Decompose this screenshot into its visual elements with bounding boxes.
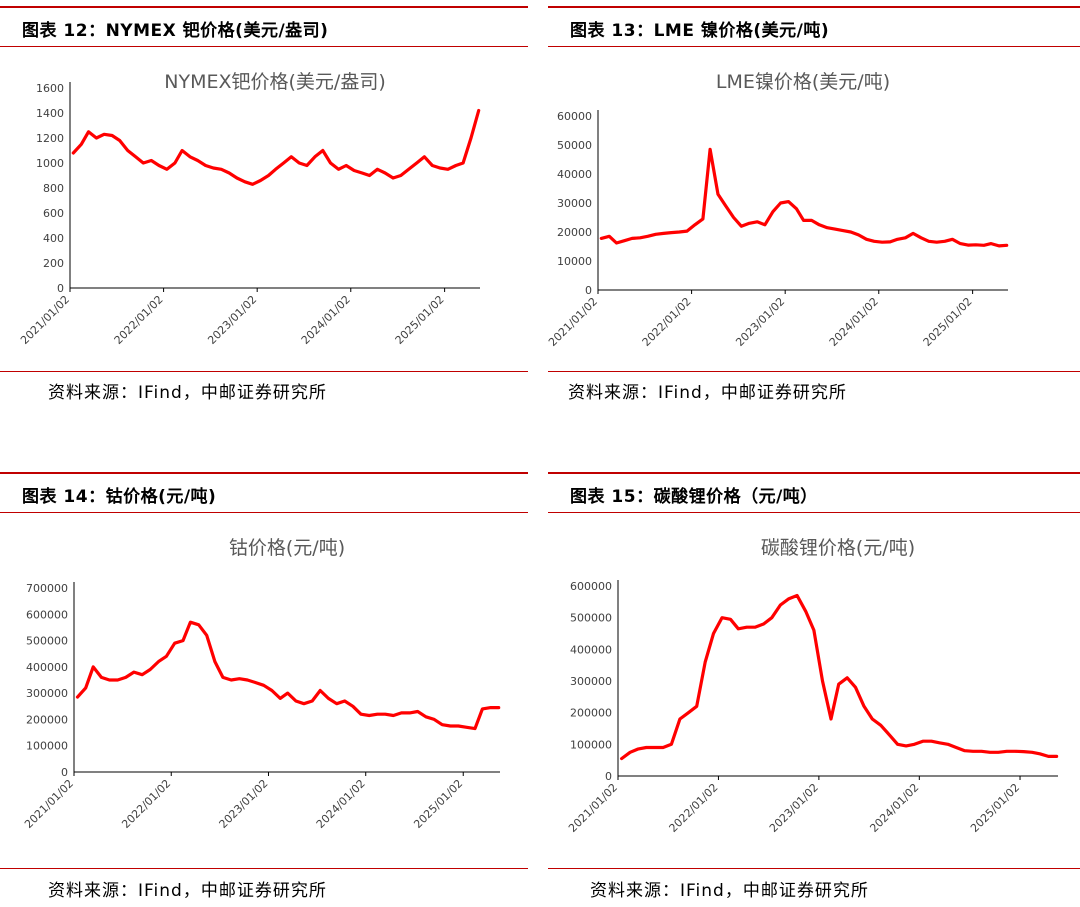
- chart-title: LME镍价格(美元/吨): [716, 71, 890, 93]
- series-line: [75, 620, 501, 731]
- y-tick-label: 300000: [570, 675, 612, 688]
- y-tick-label: 40000: [557, 168, 592, 181]
- x-tick-label: 2023/01/02: [733, 295, 787, 349]
- x-tick-label: 2024/01/02: [867, 781, 921, 835]
- y-tick-label: 60000: [557, 110, 592, 123]
- x-tick-label: 2025/01/02: [921, 295, 975, 349]
- y-tick-label: 1600: [36, 82, 64, 95]
- x-tick-label: 2022/01/02: [667, 781, 721, 835]
- y-tick-label: 500000: [570, 612, 612, 625]
- x-tick-label: 2023/01/02: [217, 777, 271, 831]
- panel-header: 图表 15：碳酸锂价格（元/吨）: [548, 472, 1080, 513]
- chart-palladium: NYMEX钯价格(美元/盎司) 0 200 400 600 800 1000 1200 1400…: [18, 71, 481, 347]
- y-tick-label: 30000: [557, 197, 592, 210]
- y-tick-label: 100000: [570, 738, 612, 751]
- y-tick-label: 200000: [26, 713, 68, 726]
- source-divider: [548, 868, 1080, 869]
- y-tick-label: 0: [57, 282, 64, 295]
- panel-header-text: 图表 13：LME 镍价格(美元/吨): [570, 21, 830, 41]
- y-tick-label: 1400: [36, 107, 64, 120]
- series-line: [619, 593, 1059, 761]
- y-tick-label: 700000: [26, 582, 68, 595]
- y-tick-label: 0: [605, 770, 612, 783]
- x-tick-label: 2021/01/02: [566, 781, 620, 835]
- source-divider: [0, 371, 528, 372]
- chart-title: NYMEX钯价格(美元/盎司): [164, 71, 385, 93]
- y-tick-label: 100000: [26, 740, 68, 753]
- y-tick-label: 1000: [36, 157, 64, 170]
- x-tick-label: 2021/01/02: [18, 293, 72, 347]
- y-tick-label: 0: [61, 766, 68, 779]
- chart-nickel: LME镍价格(美元/吨) 0 10000 20000 30000 40000 50000 60…: [546, 71, 1009, 349]
- panel-cobalt: 图表 14：钴价格(元/吨) 钴价格(元/吨) 0 100000 200000 3000…: [0, 472, 528, 907]
- chart-title: 钴价格(元/吨): [229, 537, 345, 559]
- panel-header-text: 图表 15：碳酸锂价格（元/吨）: [570, 487, 818, 507]
- panel-header-text: 图表 14：钴价格(元/吨): [22, 487, 217, 507]
- x-tick-label: 2023/01/02: [767, 781, 821, 835]
- y-tick-label: 800: [43, 182, 64, 195]
- source-text: 资料来源：IFind，中邮证券研究所: [590, 881, 869, 901]
- y-tick-label: 400000: [570, 643, 612, 656]
- x-tick-label: 2024/01/02: [827, 295, 881, 349]
- y-tick-label: 400: [43, 232, 64, 245]
- x-tick-label: 2025/01/02: [393, 293, 447, 347]
- y-tick-label: 600: [43, 207, 64, 220]
- y-tick-label: 400000: [26, 661, 68, 674]
- y-tick-label: 1200: [36, 132, 64, 145]
- panel-lithium-carbonate: 图表 15：碳酸锂价格（元/吨） 碳酸锂价格(元/吨) 0 100000 200000…: [548, 472, 1080, 907]
- chart-title: 碳酸锂价格(元/吨): [761, 537, 915, 559]
- panel-nickel: 图表 13：LME 镍价格(美元/吨) LME镍价格(美元/吨) 0 10000 20…: [546, 6, 1080, 426]
- y-tick-label: 20000: [557, 226, 592, 239]
- chart-cobalt: 钴价格(元/吨) 0 100000 200000 300000 400000 500000 6…: [22, 537, 501, 831]
- source-divider: [548, 371, 1080, 372]
- y-tick-label: 0: [585, 284, 592, 297]
- source-text: 资料来源：IFind，中邮证券研究所: [48, 383, 327, 403]
- y-tick-label: 500000: [26, 635, 68, 648]
- chart-lithium-carbonate: 碳酸锂价格(元/吨) 0 100000 200000 300000 400000 50000…: [566, 537, 1059, 835]
- source-divider: [0, 868, 528, 869]
- x-tick-label: 2023/01/02: [205, 293, 259, 347]
- series-line: [599, 147, 1009, 248]
- x-tick-label: 2021/01/02: [22, 777, 76, 831]
- x-tick-label: 2022/01/02: [640, 295, 694, 349]
- x-tick-label: 2021/01/02: [546, 295, 600, 349]
- y-tick-label: 10000: [557, 255, 592, 268]
- source-text: 资料来源：IFind，中邮证券研究所: [48, 881, 327, 901]
- panel-header: 图表 13：LME 镍价格(美元/吨): [548, 6, 1080, 47]
- x-tick-label: 2022/01/02: [119, 777, 173, 831]
- panel-header: 图表 12：NYMEX 钯价格(美元/盎司): [0, 6, 528, 47]
- y-tick-label: 200: [43, 257, 64, 270]
- y-tick-label: 600000: [570, 580, 612, 593]
- panel-header-text: 图表 12：NYMEX 钯价格(美元/盎司): [22, 21, 329, 41]
- x-tick-label: 2022/01/02: [112, 293, 166, 347]
- panel-palladium: 图表 12：NYMEX 钯价格(美元/盎司) NYMEX钯价格(美元/盎司) 0 2…: [0, 6, 528, 426]
- x-tick-label: 2024/01/02: [299, 293, 353, 347]
- y-tick-label: 300000: [26, 687, 68, 700]
- x-tick-label: 2024/01/02: [314, 777, 368, 831]
- x-tick-label: 2025/01/02: [968, 781, 1022, 835]
- y-tick-label: 50000: [557, 139, 592, 152]
- y-tick-label: 200000: [570, 707, 612, 720]
- source-text: 资料来源：IFind，中邮证券研究所: [568, 383, 847, 403]
- x-tick-label: 2025/01/02: [411, 777, 465, 831]
- series-line: [71, 108, 481, 186]
- panel-header: 图表 14：钴价格(元/吨): [0, 472, 528, 513]
- y-tick-label: 600000: [26, 608, 68, 621]
